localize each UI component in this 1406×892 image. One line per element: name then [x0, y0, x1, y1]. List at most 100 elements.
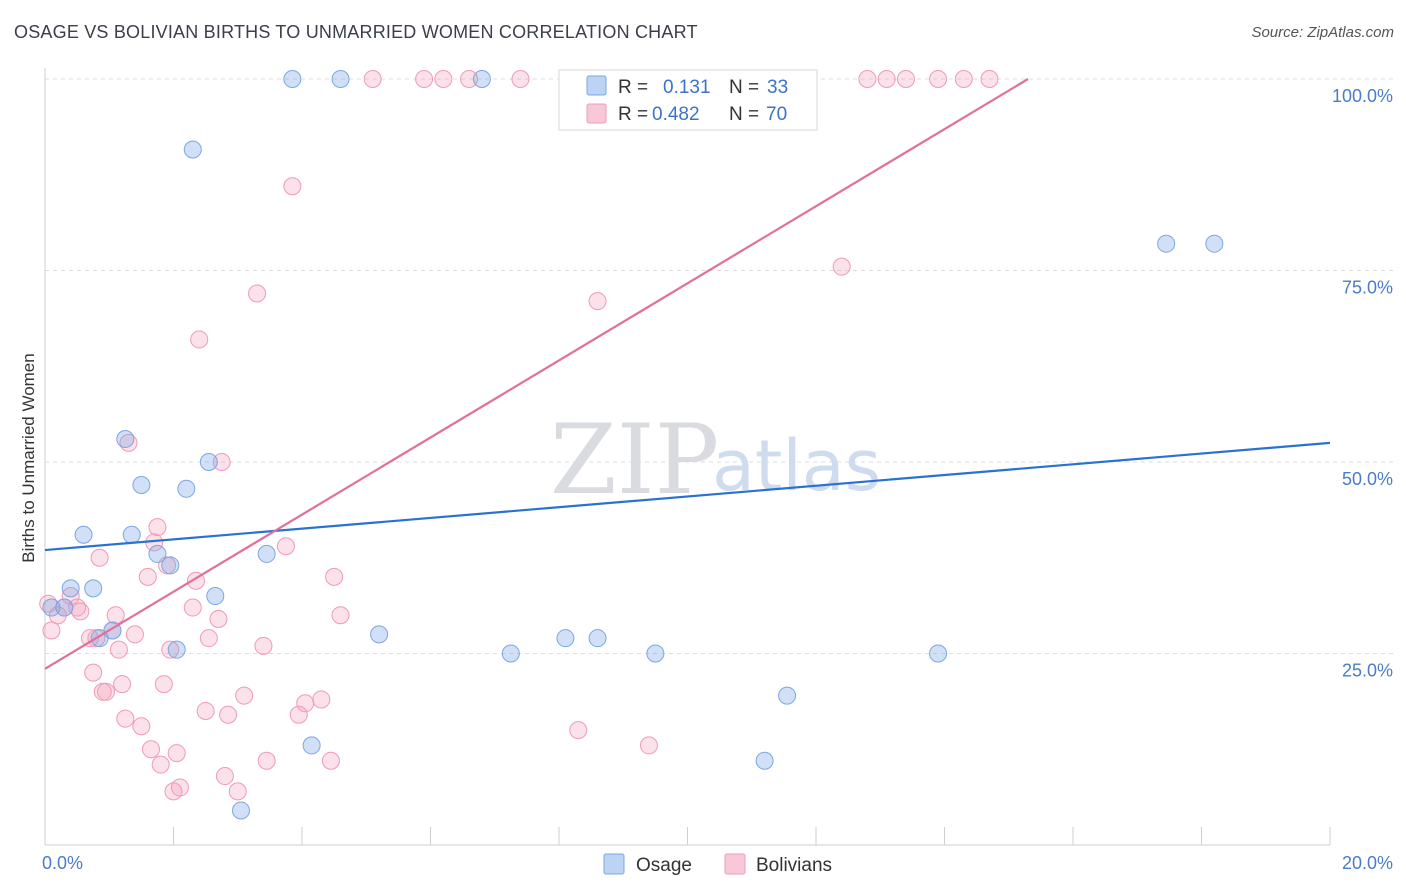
- bolivians-point-32: [183, 598, 202, 617]
- bolivians-r-value: 0.482: [652, 104, 700, 125]
- osage-point-4: [84, 579, 103, 598]
- bolivians-point-63: [832, 257, 851, 276]
- osage-r-label: R =: [618, 77, 648, 98]
- series-legend: Osage Bolivians: [603, 853, 832, 876]
- bolivians-point-21: [138, 567, 157, 586]
- bolivians-point-10: [90, 548, 109, 567]
- osage-point-17: [231, 801, 250, 820]
- watermark: ZIP atlas: [550, 404, 881, 516]
- legend-bolivians-swatch: [724, 853, 746, 875]
- bolivians-point-6: [71, 602, 90, 621]
- osage-trend-line: [44, 441, 1331, 552]
- source-label: Source: ZipAtlas.com: [1251, 24, 1394, 41]
- bolivians-point-39: [215, 767, 234, 786]
- osage-r-value: 0.131: [663, 77, 711, 98]
- bolivians-r-label: R =: [618, 104, 648, 125]
- bolivians-point-31: [170, 778, 189, 797]
- y-tick-label-1: 50.0%: [1342, 469, 1393, 489]
- osage-point-32: [1205, 234, 1224, 253]
- osage-point-2: [61, 579, 80, 598]
- osage-point-11: [161, 556, 180, 575]
- bolivians-point-38: [212, 453, 231, 471]
- bolivians-point-7: [80, 629, 99, 648]
- bolivians-point-25: [151, 755, 170, 774]
- bolivians-point-50: [312, 690, 331, 709]
- osage-point-29: [778, 686, 797, 705]
- bolivians-point-28: [161, 640, 180, 659]
- bolivians-point-54: [363, 70, 382, 88]
- osage-point-15: [199, 453, 218, 471]
- bolivians-point-56: [434, 70, 453, 88]
- osage-point-21: [331, 70, 350, 88]
- watermark-zip: ZIP: [550, 404, 719, 516]
- osage-n-value: 33: [767, 77, 788, 98]
- bolivians-point-1: [42, 621, 61, 640]
- axes: [44, 68, 1331, 846]
- bolivians-point-58: [511, 70, 530, 88]
- bolivians-n-value: 70: [766, 104, 787, 125]
- bolivians-point-65: [877, 70, 896, 88]
- bolivians-point-66: [896, 70, 915, 88]
- legend-osage-label: Osage: [636, 855, 692, 876]
- bolivians-point-16: [113, 675, 132, 694]
- bolivians-point-43: [248, 284, 267, 303]
- bolivians-point-51: [321, 751, 340, 770]
- grid: [45, 78, 1395, 654]
- bolivians-point-19: [125, 625, 144, 644]
- osage-point-14: [183, 140, 202, 159]
- osage-point-1: [55, 598, 74, 617]
- bolivians-point-37: [209, 610, 228, 629]
- bolivians-point-69: [980, 70, 999, 88]
- bolivians-points: [39, 70, 999, 801]
- bolivians-point-36: [199, 629, 218, 648]
- bolivians-point-61: [639, 736, 658, 755]
- bolivians-point-40: [219, 705, 238, 724]
- bolivians-point-67: [929, 70, 948, 88]
- bolivians-point-48: [289, 705, 308, 724]
- bolivians-trend-line: [44, 78, 1029, 670]
- osage-point-25: [556, 629, 575, 648]
- bolivians-point-68: [954, 70, 973, 88]
- bolivians-point-4: [61, 587, 80, 606]
- trend-lines: [44, 78, 1331, 670]
- osage-point-26: [588, 629, 607, 648]
- bolivians-point-49: [296, 694, 315, 713]
- osage-point-12: [167, 640, 186, 659]
- bolivians-point-24: [148, 518, 167, 537]
- osage-point-27: [646, 644, 665, 663]
- watermark-atlas: atlas: [712, 425, 881, 507]
- bolivians-point-45: [257, 751, 276, 770]
- legend-osage-swatch: [603, 853, 625, 875]
- y-axis-label: Births to Unmarried Women: [19, 353, 38, 562]
- osage-point-9: [132, 475, 151, 494]
- bolivians-point-22: [142, 740, 161, 759]
- bolivians-swatch: [586, 103, 607, 124]
- bolivians-point-57: [460, 70, 479, 88]
- chart-title: OSAGE VS BOLIVIAN BIRTHS TO UNMARRIED WO…: [14, 22, 698, 42]
- osage-point-13: [177, 479, 196, 498]
- y-tick-label-0: 25.0%: [1342, 661, 1393, 681]
- bolivians-point-17: [116, 709, 135, 728]
- bolivians-point-53: [331, 606, 350, 625]
- x-tick-label-0: 0.0%: [42, 853, 83, 873]
- bolivians-point-60: [588, 292, 607, 311]
- bolivians-point-42: [235, 686, 254, 705]
- osage-n-label: N =: [729, 77, 759, 98]
- bolivians-point-44: [254, 636, 273, 655]
- x-tick-label-1: 20.0%: [1342, 853, 1393, 873]
- osage-point-19: [283, 70, 302, 88]
- bolivians-point-12: [97, 682, 116, 701]
- bolivians-point-20: [132, 717, 151, 736]
- y-tick-label-2: 75.0%: [1342, 278, 1393, 298]
- osage-point-31: [1157, 234, 1176, 253]
- osage-point-7: [116, 430, 135, 449]
- legend-bolivians-label: Bolivians: [756, 855, 832, 876]
- osage-point-28: [755, 751, 774, 770]
- bolivians-point-2: [48, 606, 67, 625]
- osage-point-22: [370, 625, 389, 644]
- osage-point-24: [501, 644, 520, 663]
- bolivians-point-59: [569, 721, 588, 740]
- bolivians-n-label: N =: [729, 104, 759, 125]
- bolivians-point-14: [106, 606, 125, 625]
- osage-point-3: [74, 525, 93, 544]
